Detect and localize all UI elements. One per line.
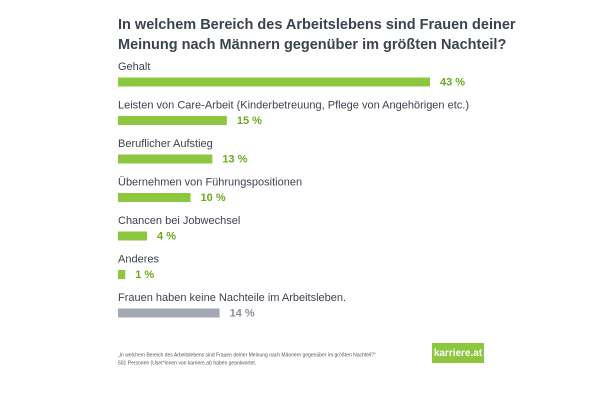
bar — [118, 116, 227, 125]
bar — [118, 77, 430, 87]
value-label: 1 % — [135, 269, 154, 281]
category-label: Frauen haben keine Nachteile im Arbeitsl… — [118, 292, 346, 304]
category-label: Gehalt — [118, 61, 150, 73]
value-label: 10 % — [201, 192, 226, 204]
chart-title: Meinung nach Männern gegenüber im größte… — [118, 37, 506, 53]
bar — [118, 308, 220, 318]
footnote: „In welchem Bereich des Arbeitslebens si… — [118, 352, 376, 358]
value-label: 15 % — [237, 115, 262, 127]
category-label: Leisten von Care-Arbeit (Kinderbetreuung… — [118, 99, 469, 111]
value-label: 4 % — [157, 230, 176, 242]
bar — [118, 154, 213, 164]
logo-box — [432, 343, 484, 363]
value-label: 14 % — [230, 307, 255, 319]
value-label: 43 % — [440, 76, 465, 88]
chart-title: In welchem Bereich des Arbeitslebens sin… — [118, 17, 516, 33]
footnote: 501 Personen (User*innen von karriere.at… — [118, 360, 256, 366]
category-label: Anderes — [118, 253, 159, 265]
bar — [118, 270, 126, 279]
logo: karriere.at — [434, 348, 483, 359]
value-label: 13 % — [222, 153, 247, 165]
category-label: Beruflicher Aufstieg — [118, 138, 213, 150]
bar — [118, 193, 191, 202]
bar — [118, 231, 148, 241]
category-label: Chancen bei Jobwechsel — [118, 215, 240, 227]
category-label: Übernehmen von Führungspositionen — [118, 176, 302, 188]
